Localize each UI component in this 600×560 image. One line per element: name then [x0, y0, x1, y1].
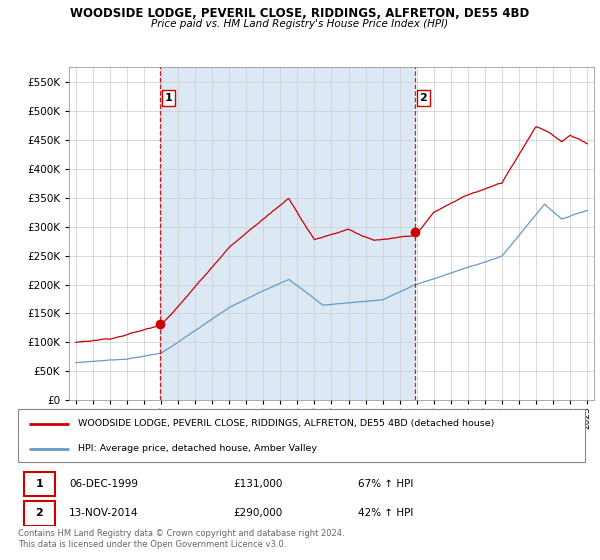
- Text: 67% ↑ HPI: 67% ↑ HPI: [358, 479, 413, 489]
- Text: HPI: Average price, detached house, Amber Valley: HPI: Average price, detached house, Ambe…: [77, 444, 317, 453]
- Text: 1: 1: [165, 94, 173, 103]
- Text: 2: 2: [35, 508, 43, 519]
- Text: 1: 1: [35, 479, 43, 489]
- Text: WOODSIDE LODGE, PEVERIL CLOSE, RIDDINGS, ALFRETON, DE55 4BD (detached house): WOODSIDE LODGE, PEVERIL CLOSE, RIDDINGS,…: [77, 419, 494, 428]
- Text: Price paid vs. HM Land Registry's House Price Index (HPI): Price paid vs. HM Land Registry's House …: [151, 19, 449, 29]
- FancyBboxPatch shape: [18, 409, 585, 462]
- Text: WOODSIDE LODGE, PEVERIL CLOSE, RIDDINGS, ALFRETON, DE55 4BD: WOODSIDE LODGE, PEVERIL CLOSE, RIDDINGS,…: [70, 7, 530, 20]
- FancyBboxPatch shape: [23, 501, 55, 526]
- Text: £290,000: £290,000: [233, 508, 283, 519]
- FancyBboxPatch shape: [23, 472, 55, 496]
- Text: 2: 2: [419, 94, 427, 103]
- Text: £131,000: £131,000: [233, 479, 283, 489]
- Text: 06-DEC-1999: 06-DEC-1999: [69, 479, 138, 489]
- Text: Contains HM Land Registry data © Crown copyright and database right 2024.
This d: Contains HM Land Registry data © Crown c…: [18, 529, 344, 549]
- Bar: [160, 67, 415, 400]
- Text: 13-NOV-2014: 13-NOV-2014: [69, 508, 139, 519]
- Text: 42% ↑ HPI: 42% ↑ HPI: [358, 508, 413, 519]
